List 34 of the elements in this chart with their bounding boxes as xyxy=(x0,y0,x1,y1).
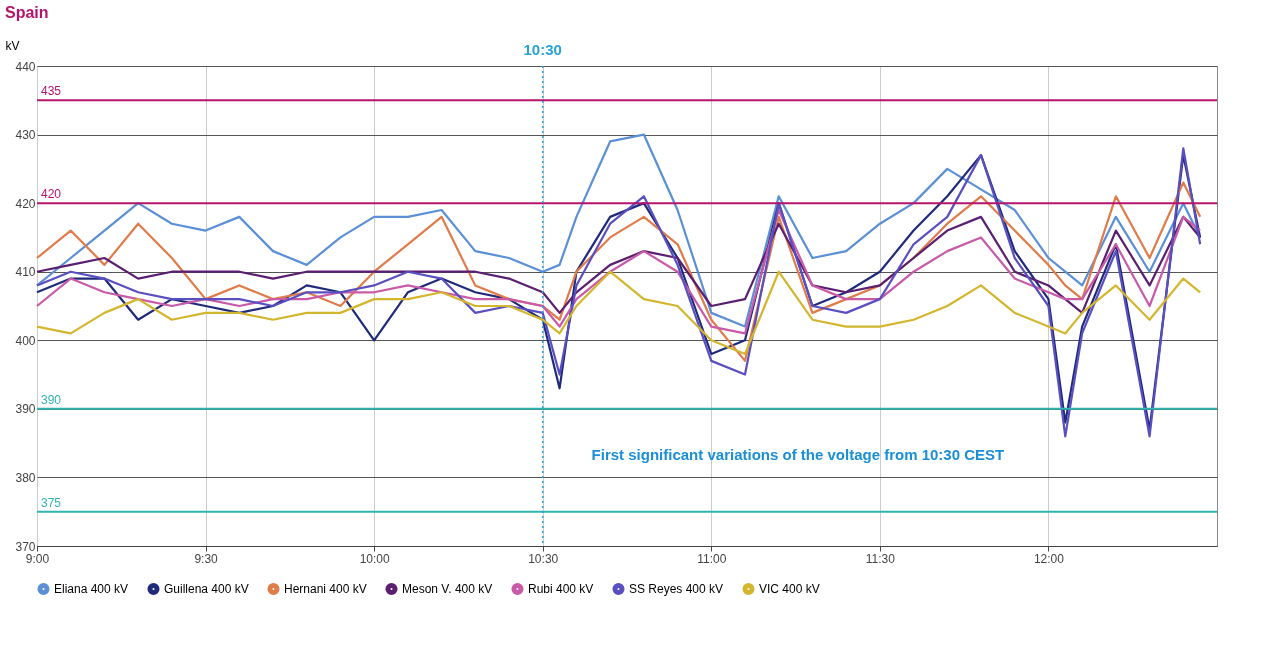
x-tick-label: 11:30 xyxy=(865,551,896,566)
line-series xyxy=(35,181,1202,362)
legend-label: VIC 400 kV xyxy=(759,581,820,596)
legend-label: Meson V. 400 kV xyxy=(402,581,493,596)
y-tick-label: 390 xyxy=(15,402,36,417)
x-tick-label: 9:30 xyxy=(194,551,219,566)
legend-label: Hernani 400 kV xyxy=(284,581,367,596)
y-tick-label: 440 xyxy=(15,59,36,74)
ref-line-label: 435 xyxy=(41,84,62,99)
line-series xyxy=(35,215,1202,314)
legend-label: SS Reyes 400 kV xyxy=(629,581,724,596)
ref-line-label: 375 xyxy=(41,495,62,510)
x-tick-label: 11:00 xyxy=(697,551,727,566)
y-tick-label: 420 xyxy=(15,196,36,211)
y-tick-label: 380 xyxy=(15,470,36,485)
ref-line-label: 390 xyxy=(41,392,62,407)
annotation: First significant variations of the voltage from 10:30 CEST xyxy=(591,445,1005,463)
legend-label: Eliana 400 kV xyxy=(54,581,129,596)
legend-label: Guillena 400 kV xyxy=(164,581,249,596)
line-series xyxy=(35,208,1202,335)
ref-line-label: 420 xyxy=(41,187,62,202)
legend-label: Rubi 400 kV xyxy=(528,581,594,596)
x-tick-label: 9:00 xyxy=(25,551,50,566)
y-tick-label: 410 xyxy=(15,265,36,280)
x-tick-label: 12:00 xyxy=(1033,551,1065,566)
y-axis-title: kV xyxy=(5,38,20,53)
chart-title: Spain xyxy=(5,4,49,21)
line-series xyxy=(35,270,1202,356)
y-tick-label: 370 xyxy=(15,539,36,554)
x-tick-label: 10:30 xyxy=(528,551,559,566)
y-tick-label: 430 xyxy=(15,128,36,143)
y-tick-label: 400 xyxy=(15,333,36,348)
ref-line-label: 10:30 xyxy=(523,41,562,58)
x-tick-label: 10:00 xyxy=(359,551,390,566)
